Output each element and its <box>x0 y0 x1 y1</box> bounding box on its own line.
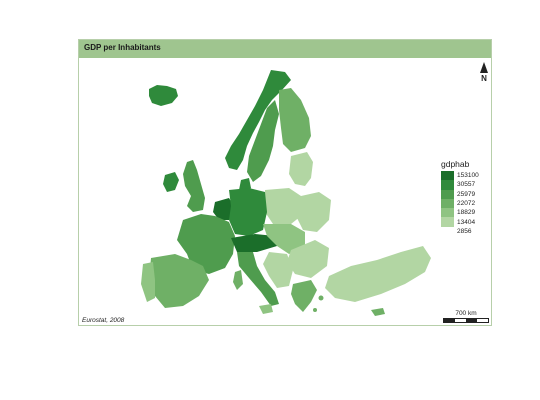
legend-row: 30557 <box>441 180 479 190</box>
region-aegean-island <box>318 295 324 301</box>
legend-row: 25979 <box>441 189 479 199</box>
legend-row: 153100 <box>441 171 479 181</box>
region-portugal <box>141 262 155 302</box>
legend-value: 30557 <box>457 181 476 189</box>
region-alpine <box>231 234 277 252</box>
north-arrow-icon <box>480 62 488 73</box>
legend-swatch <box>441 208 454 218</box>
region-spain <box>149 254 209 308</box>
legend-value: 2856 <box>457 227 472 235</box>
region-germany <box>229 188 267 236</box>
legend-swatch <box>441 180 454 190</box>
region-italy <box>237 252 279 306</box>
region-cyprus <box>371 308 385 316</box>
legend-swatch <box>441 227 454 236</box>
north-arrow: N <box>478 62 490 83</box>
region-iceland <box>149 85 178 106</box>
region-aegean-island <box>313 308 317 312</box>
legend-row: 2856 <box>441 227 479 236</box>
region-eastern-fringe <box>297 192 331 232</box>
legend-value: 18829 <box>457 209 476 217</box>
region-poland <box>265 188 301 224</box>
legend-row: 13404 <box>441 217 479 227</box>
source-credit: Eurostat, 2008 <box>82 317 125 324</box>
region-turkey <box>325 246 431 302</box>
map-frame: GDP per Inhabitants <box>78 39 492 326</box>
scale-segment <box>455 319 466 322</box>
legend-swatch <box>441 171 454 181</box>
legend-row: 18829 <box>441 208 479 218</box>
scale-bar: 700 km <box>443 310 489 323</box>
region-norway <box>225 70 291 170</box>
region-sardinia <box>233 270 243 290</box>
scale-bar-graphic <box>443 318 489 323</box>
legend-row: 22072 <box>441 198 479 209</box>
legend-swatch <box>441 217 454 227</box>
region-greece <box>291 280 317 312</box>
scale-segment <box>466 319 477 322</box>
region-france <box>177 214 235 274</box>
region-central-east <box>263 224 305 254</box>
choropleth-map <box>141 70 431 316</box>
legend-value: 25979 <box>457 190 476 198</box>
region-sweden <box>247 100 279 182</box>
scale-segment <box>477 319 488 322</box>
region-balkans-east <box>287 240 329 278</box>
region-baltics <box>289 152 313 186</box>
region-great-britain <box>183 160 205 212</box>
legend-swatch <box>441 189 454 199</box>
legend-swatch <box>441 198 454 209</box>
region-sicily <box>259 304 273 314</box>
map-title: GDP per Inhabitants <box>84 43 161 52</box>
title-bar: GDP per Inhabitants <box>79 40 491 58</box>
legend: gdphab 153100 30557 25979 22072 18829 13… <box>441 159 479 236</box>
region-ireland <box>163 172 179 192</box>
region-benelux <box>213 198 235 220</box>
region-finland <box>279 88 311 152</box>
legend-value: 22072 <box>457 200 476 208</box>
legend-title: gdphab <box>441 159 470 169</box>
region-balkans-west <box>263 252 293 288</box>
legend-value: 153100 <box>457 172 479 180</box>
legend-value: 13404 <box>457 218 476 226</box>
scale-segment <box>444 319 455 322</box>
scale-label: 700 km <box>455 310 477 317</box>
north-label: N <box>481 74 487 83</box>
